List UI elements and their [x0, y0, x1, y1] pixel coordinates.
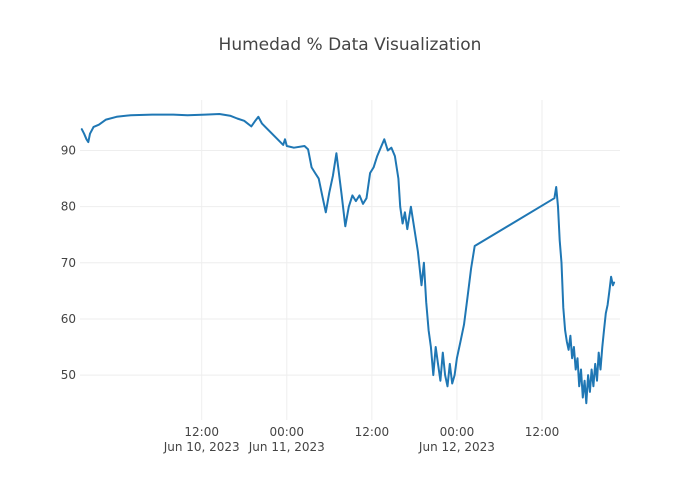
x-tick-label: 00:00 [269, 425, 304, 439]
x-tick-label: 12:00 [184, 425, 219, 439]
x-tick-date-label: Jun 12, 2023 [418, 440, 495, 454]
humidity-series-line [80, 113, 616, 405]
x-tick-label: 12:00 [355, 425, 390, 439]
y-tick-label: 70 [61, 256, 76, 270]
x-tick-date-label: Jun 10, 2023 [163, 440, 240, 454]
y-tick-label: 50 [61, 368, 76, 382]
x-tick-label: 12:00 [525, 425, 560, 439]
chart-title: Humedad % Data Visualization [219, 35, 482, 55]
x-tick-label: 00:00 [440, 425, 475, 439]
gridlines [80, 100, 620, 420]
series-layer [80, 113, 616, 405]
y-tick-label: 90 [61, 144, 76, 158]
x-tick-date-label: Jun 11, 2023 [248, 440, 325, 454]
y-tick-label: 80 [61, 200, 76, 214]
y-tick-label: 60 [61, 312, 76, 326]
